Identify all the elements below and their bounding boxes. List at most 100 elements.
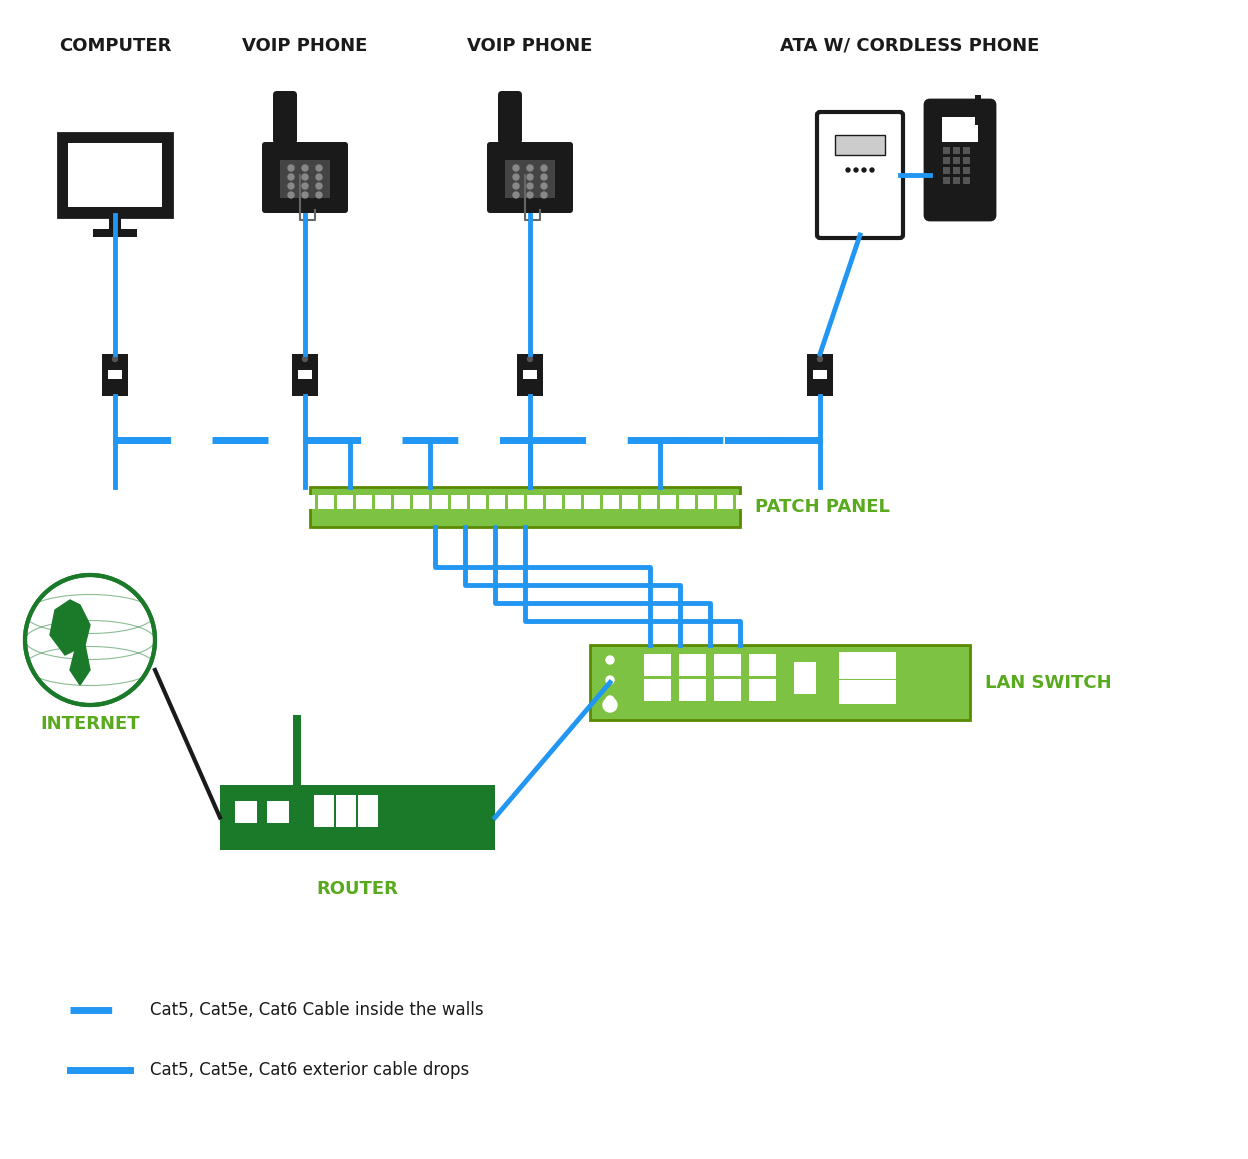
Bar xyxy=(374,495,391,509)
FancyBboxPatch shape xyxy=(262,143,348,213)
FancyBboxPatch shape xyxy=(505,160,555,198)
Circle shape xyxy=(527,183,533,189)
Bar xyxy=(94,229,137,236)
FancyBboxPatch shape xyxy=(749,679,776,701)
Circle shape xyxy=(302,357,307,362)
FancyBboxPatch shape xyxy=(679,654,706,676)
FancyBboxPatch shape xyxy=(925,100,995,220)
FancyBboxPatch shape xyxy=(67,143,162,207)
Text: Cat5, Cat5e, Cat6 Cable inside the walls: Cat5, Cat5e, Cat6 Cable inside the walls xyxy=(150,1001,484,1019)
FancyBboxPatch shape xyxy=(644,654,671,676)
FancyBboxPatch shape xyxy=(358,795,378,828)
Bar xyxy=(943,147,950,154)
Bar xyxy=(267,801,290,823)
Bar xyxy=(564,495,580,509)
Circle shape xyxy=(302,174,308,180)
Circle shape xyxy=(513,192,519,198)
Bar xyxy=(943,177,950,184)
Bar xyxy=(953,156,960,165)
FancyBboxPatch shape xyxy=(817,112,904,238)
Text: LAN SWITCH: LAN SWITCH xyxy=(985,673,1112,692)
FancyBboxPatch shape xyxy=(644,679,671,701)
Bar xyxy=(943,167,950,174)
Bar xyxy=(963,147,970,154)
Bar xyxy=(337,495,352,509)
Bar xyxy=(298,370,312,379)
Bar xyxy=(469,495,485,509)
FancyBboxPatch shape xyxy=(714,654,741,676)
Bar xyxy=(102,353,129,396)
Bar xyxy=(812,370,827,379)
Circle shape xyxy=(540,192,547,198)
Circle shape xyxy=(513,183,519,189)
FancyBboxPatch shape xyxy=(280,160,329,198)
FancyBboxPatch shape xyxy=(57,133,172,217)
Circle shape xyxy=(288,174,295,180)
Bar xyxy=(292,353,318,396)
Polygon shape xyxy=(70,646,90,685)
Circle shape xyxy=(603,698,617,712)
Bar xyxy=(835,134,885,155)
Circle shape xyxy=(846,168,850,172)
Circle shape xyxy=(540,165,547,172)
Bar xyxy=(523,370,537,379)
Circle shape xyxy=(607,697,614,704)
Text: VOIP PHONE: VOIP PHONE xyxy=(242,37,368,54)
Bar xyxy=(953,177,960,184)
Bar xyxy=(517,353,543,396)
Circle shape xyxy=(513,174,519,180)
Circle shape xyxy=(607,656,614,664)
Bar xyxy=(109,216,121,229)
Circle shape xyxy=(316,192,322,198)
Circle shape xyxy=(527,174,533,180)
Bar xyxy=(943,156,950,165)
FancyBboxPatch shape xyxy=(590,646,970,720)
Circle shape xyxy=(862,168,866,172)
Text: PATCH PANEL: PATCH PANEL xyxy=(755,498,890,516)
Bar xyxy=(584,495,599,509)
Circle shape xyxy=(607,676,614,684)
Bar xyxy=(298,495,314,509)
Circle shape xyxy=(540,174,547,180)
FancyBboxPatch shape xyxy=(839,680,896,704)
FancyBboxPatch shape xyxy=(714,679,741,701)
Bar xyxy=(679,495,694,509)
Bar xyxy=(716,495,733,509)
Circle shape xyxy=(527,165,533,172)
Bar xyxy=(317,495,333,509)
Bar xyxy=(975,95,981,125)
Circle shape xyxy=(316,183,322,189)
Circle shape xyxy=(528,357,533,362)
FancyBboxPatch shape xyxy=(273,92,297,144)
Bar xyxy=(622,495,638,509)
Circle shape xyxy=(302,192,308,198)
Circle shape xyxy=(870,168,874,172)
FancyBboxPatch shape xyxy=(314,795,334,828)
Bar xyxy=(393,495,409,509)
Text: INTERNET: INTERNET xyxy=(40,715,140,732)
Bar xyxy=(356,495,372,509)
Text: ATA W/ CORDLESS PHONE: ATA W/ CORDLESS PHONE xyxy=(780,37,1040,54)
Bar xyxy=(109,370,122,379)
Circle shape xyxy=(854,168,859,172)
Bar xyxy=(953,147,960,154)
Bar xyxy=(603,495,619,509)
Bar xyxy=(963,156,970,165)
Bar xyxy=(807,353,832,396)
Bar xyxy=(942,117,978,143)
Bar xyxy=(963,177,970,184)
Circle shape xyxy=(288,165,295,172)
FancyBboxPatch shape xyxy=(498,92,522,144)
Bar xyxy=(659,495,675,509)
Bar xyxy=(527,495,543,509)
Bar xyxy=(963,167,970,174)
Circle shape xyxy=(25,575,155,705)
Bar xyxy=(640,495,656,509)
FancyBboxPatch shape xyxy=(679,679,706,701)
Bar xyxy=(451,495,467,509)
Text: COMPUTER: COMPUTER xyxy=(59,37,171,54)
FancyBboxPatch shape xyxy=(839,653,896,679)
FancyBboxPatch shape xyxy=(336,795,356,828)
Text: Cat5, Cat5e, Cat6 exterior cable drops: Cat5, Cat5e, Cat6 exterior cable drops xyxy=(150,1060,469,1079)
Bar xyxy=(508,495,523,509)
